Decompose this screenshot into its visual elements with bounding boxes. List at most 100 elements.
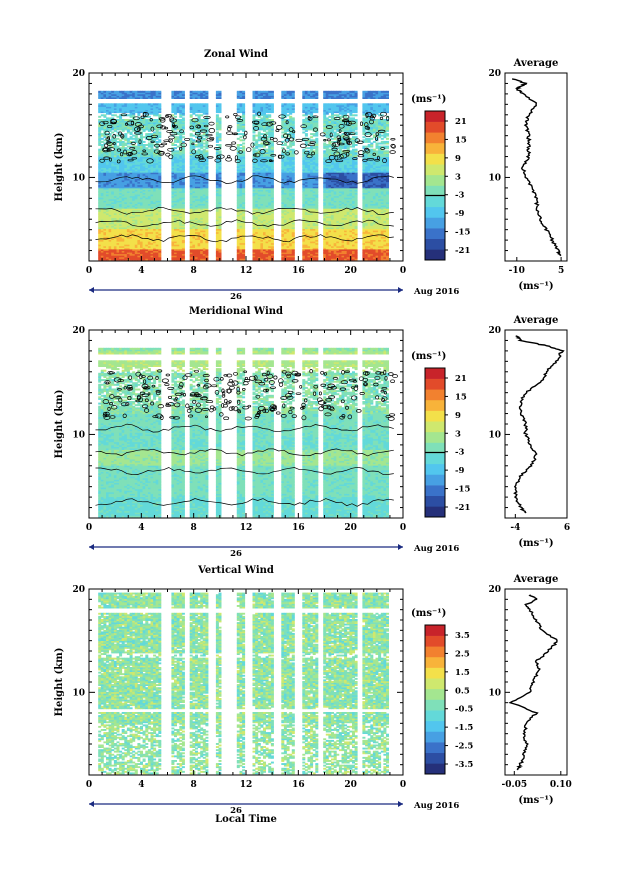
- heatmap-cell: [266, 132, 269, 134]
- heatmap-cell: [174, 150, 177, 152]
- heatmap-cell: [190, 91, 193, 93]
- heatmap-cell: [132, 103, 135, 105]
- heatmap-cell: [124, 147, 127, 149]
- heatmap-cell: [127, 149, 130, 151]
- heatmap-cell: [122, 103, 125, 105]
- heatmap-cell: [145, 119, 148, 121]
- heatmap-cell: [260, 143, 263, 145]
- heatmap-cell: [148, 133, 151, 135]
- heatmap-cell: [143, 91, 146, 93]
- heatmap-cell: [203, 143, 206, 145]
- heatmap-cell: [158, 114, 161, 116]
- heatmap-cell: [124, 143, 127, 145]
- heatmap-cell: [109, 117, 112, 119]
- heatmap-cell: [117, 116, 120, 118]
- heatmap-cell: [101, 133, 104, 135]
- heatmap-cell: [240, 144, 243, 146]
- heatmap-cell: [143, 136, 146, 138]
- heatmap-cell: [198, 103, 201, 105]
- heatmap-cell: [171, 143, 174, 145]
- heatmap-cell: [156, 91, 159, 93]
- heatmap-cell: [253, 147, 256, 149]
- heatmap-cell: [143, 144, 146, 146]
- heatmap-cell: [145, 91, 148, 93]
- heatmap-cell: [119, 91, 122, 93]
- heatmap-cell: [260, 117, 263, 119]
- heatmap-cell: [103, 91, 106, 93]
- heatmap-cell: [103, 103, 106, 105]
- heatmap-cell: [242, 91, 245, 93]
- heatmap-cell: [98, 91, 101, 93]
- heatmap-cell: [281, 103, 284, 105]
- heatmap-cell: [135, 135, 138, 137]
- heatmap-cell: [216, 103, 219, 105]
- heatmap-cell: [101, 91, 104, 93]
- heatmap-cell: [182, 141, 185, 143]
- heatmap-cell: [237, 144, 240, 146]
- heatmap-cell: [111, 103, 114, 105]
- heatmap-cell: [158, 91, 161, 93]
- heatmap-cell: [111, 91, 114, 93]
- heatmap-cell: [103, 114, 106, 116]
- heatmap-cell: [281, 132, 284, 134]
- heatmap-cell: [117, 119, 120, 121]
- heatmap-cell: [114, 103, 117, 105]
- heatmap-cell: [240, 136, 243, 138]
- heatmap-cell: [271, 91, 274, 93]
- heatmap-cell: [195, 103, 198, 105]
- heatmap-cell: [182, 144, 185, 146]
- heatmap-cell: [122, 141, 125, 143]
- heatmap-cell: [237, 103, 240, 105]
- heatmap-cell: [130, 103, 133, 105]
- heatmap-cell: [179, 103, 182, 105]
- heatmap-cell: [190, 114, 193, 116]
- heatmap-cell: [98, 103, 101, 105]
- heatmap-cell: [253, 103, 256, 105]
- heatmap-cell: [143, 103, 146, 105]
- heatmap-cell: [203, 146, 206, 148]
- heatmap-cell: [219, 144, 222, 146]
- heatmap-cell: [200, 91, 203, 93]
- heatmap-cell: [117, 146, 120, 148]
- heatmap-cell: [205, 150, 208, 152]
- heatmap-cell: [132, 91, 135, 93]
- heatmap-cell: [127, 138, 130, 140]
- heatmap-cell: [237, 138, 240, 140]
- heatmap-cell: [174, 147, 177, 149]
- heatmap-cell: [216, 114, 219, 116]
- heatmap-cell: [117, 138, 120, 140]
- heatmap-cell: [148, 116, 151, 118]
- heatmap-cell: [174, 103, 177, 105]
- heatmap-cell: [203, 119, 206, 121]
- heatmap-cell: [98, 116, 101, 118]
- heatmap-cell: [124, 119, 127, 121]
- heatmap-cell: [153, 119, 156, 121]
- heatmap-cell: [153, 132, 156, 134]
- heatmap-cell: [258, 144, 261, 146]
- heatmap-cell: [242, 103, 245, 105]
- heatmap-cell: [143, 141, 146, 143]
- heatmap-cell: [240, 147, 243, 149]
- heatmap-cell: [156, 141, 159, 143]
- heatmap-cell: [148, 103, 151, 105]
- heatmap-cell: [101, 119, 104, 121]
- heatmap-cell: [268, 119, 271, 121]
- heatmap-cell: [266, 149, 269, 151]
- heatmap-cell: [127, 146, 130, 148]
- heatmap-cell: [200, 150, 203, 152]
- heatmap-cell: [195, 114, 198, 116]
- heatmap-cell: [135, 103, 138, 105]
- heatmap-cell: [258, 91, 261, 93]
- heatmap-cell: [135, 146, 138, 148]
- panel-title: Zonal Wind: [204, 49, 268, 60]
- heatmap-cell: [219, 150, 222, 152]
- heatmap-cell: [101, 103, 104, 105]
- heatmap-cell: [158, 132, 161, 134]
- heatmap-cell: [171, 103, 174, 105]
- heatmap-cell: [240, 139, 243, 141]
- heatmap-cell: [266, 91, 269, 93]
- heatmap-cell: [130, 132, 133, 134]
- heatmap-cell: [219, 133, 222, 135]
- heatmap-cell: [151, 103, 154, 105]
